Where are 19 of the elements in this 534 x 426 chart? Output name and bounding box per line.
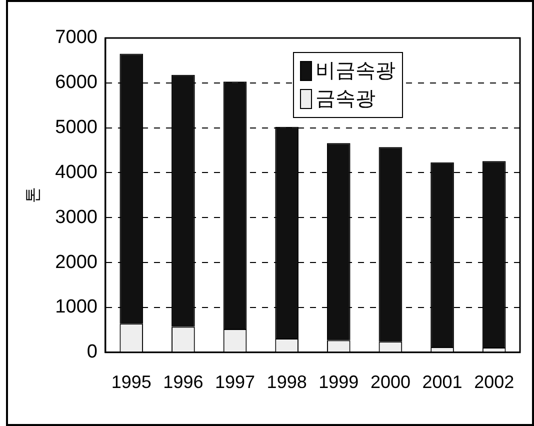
x-tick-label: 2002 (474, 372, 514, 392)
y-tick-label: 7000 (55, 27, 98, 48)
y-tick-label: 3000 (55, 206, 98, 228)
y-tick-label: 4000 (55, 162, 98, 183)
legend-label: 비금속광 (316, 59, 396, 84)
x-tick-label: 1996 (163, 372, 204, 392)
y-tick-label: 2000 (55, 252, 98, 273)
y-tick-label: 6000 (55, 72, 98, 94)
y-tick-label: 1000 (55, 296, 98, 318)
x-tick-label: 1995 (111, 372, 152, 392)
x-tick-label: 2000 (370, 372, 410, 392)
x-tick-label: 1997 (214, 372, 256, 392)
x-tick-label: 2001 (422, 372, 462, 392)
y-tick-label: 0 (86, 342, 98, 363)
y-tick-label: 5000 (55, 117, 98, 138)
y-axis-title: 톤 (25, 187, 42, 204)
legend-label: 금속광 (316, 87, 376, 112)
x-tick-label: 1998 (266, 372, 307, 392)
x-tick-label: 1999 (318, 372, 359, 392)
